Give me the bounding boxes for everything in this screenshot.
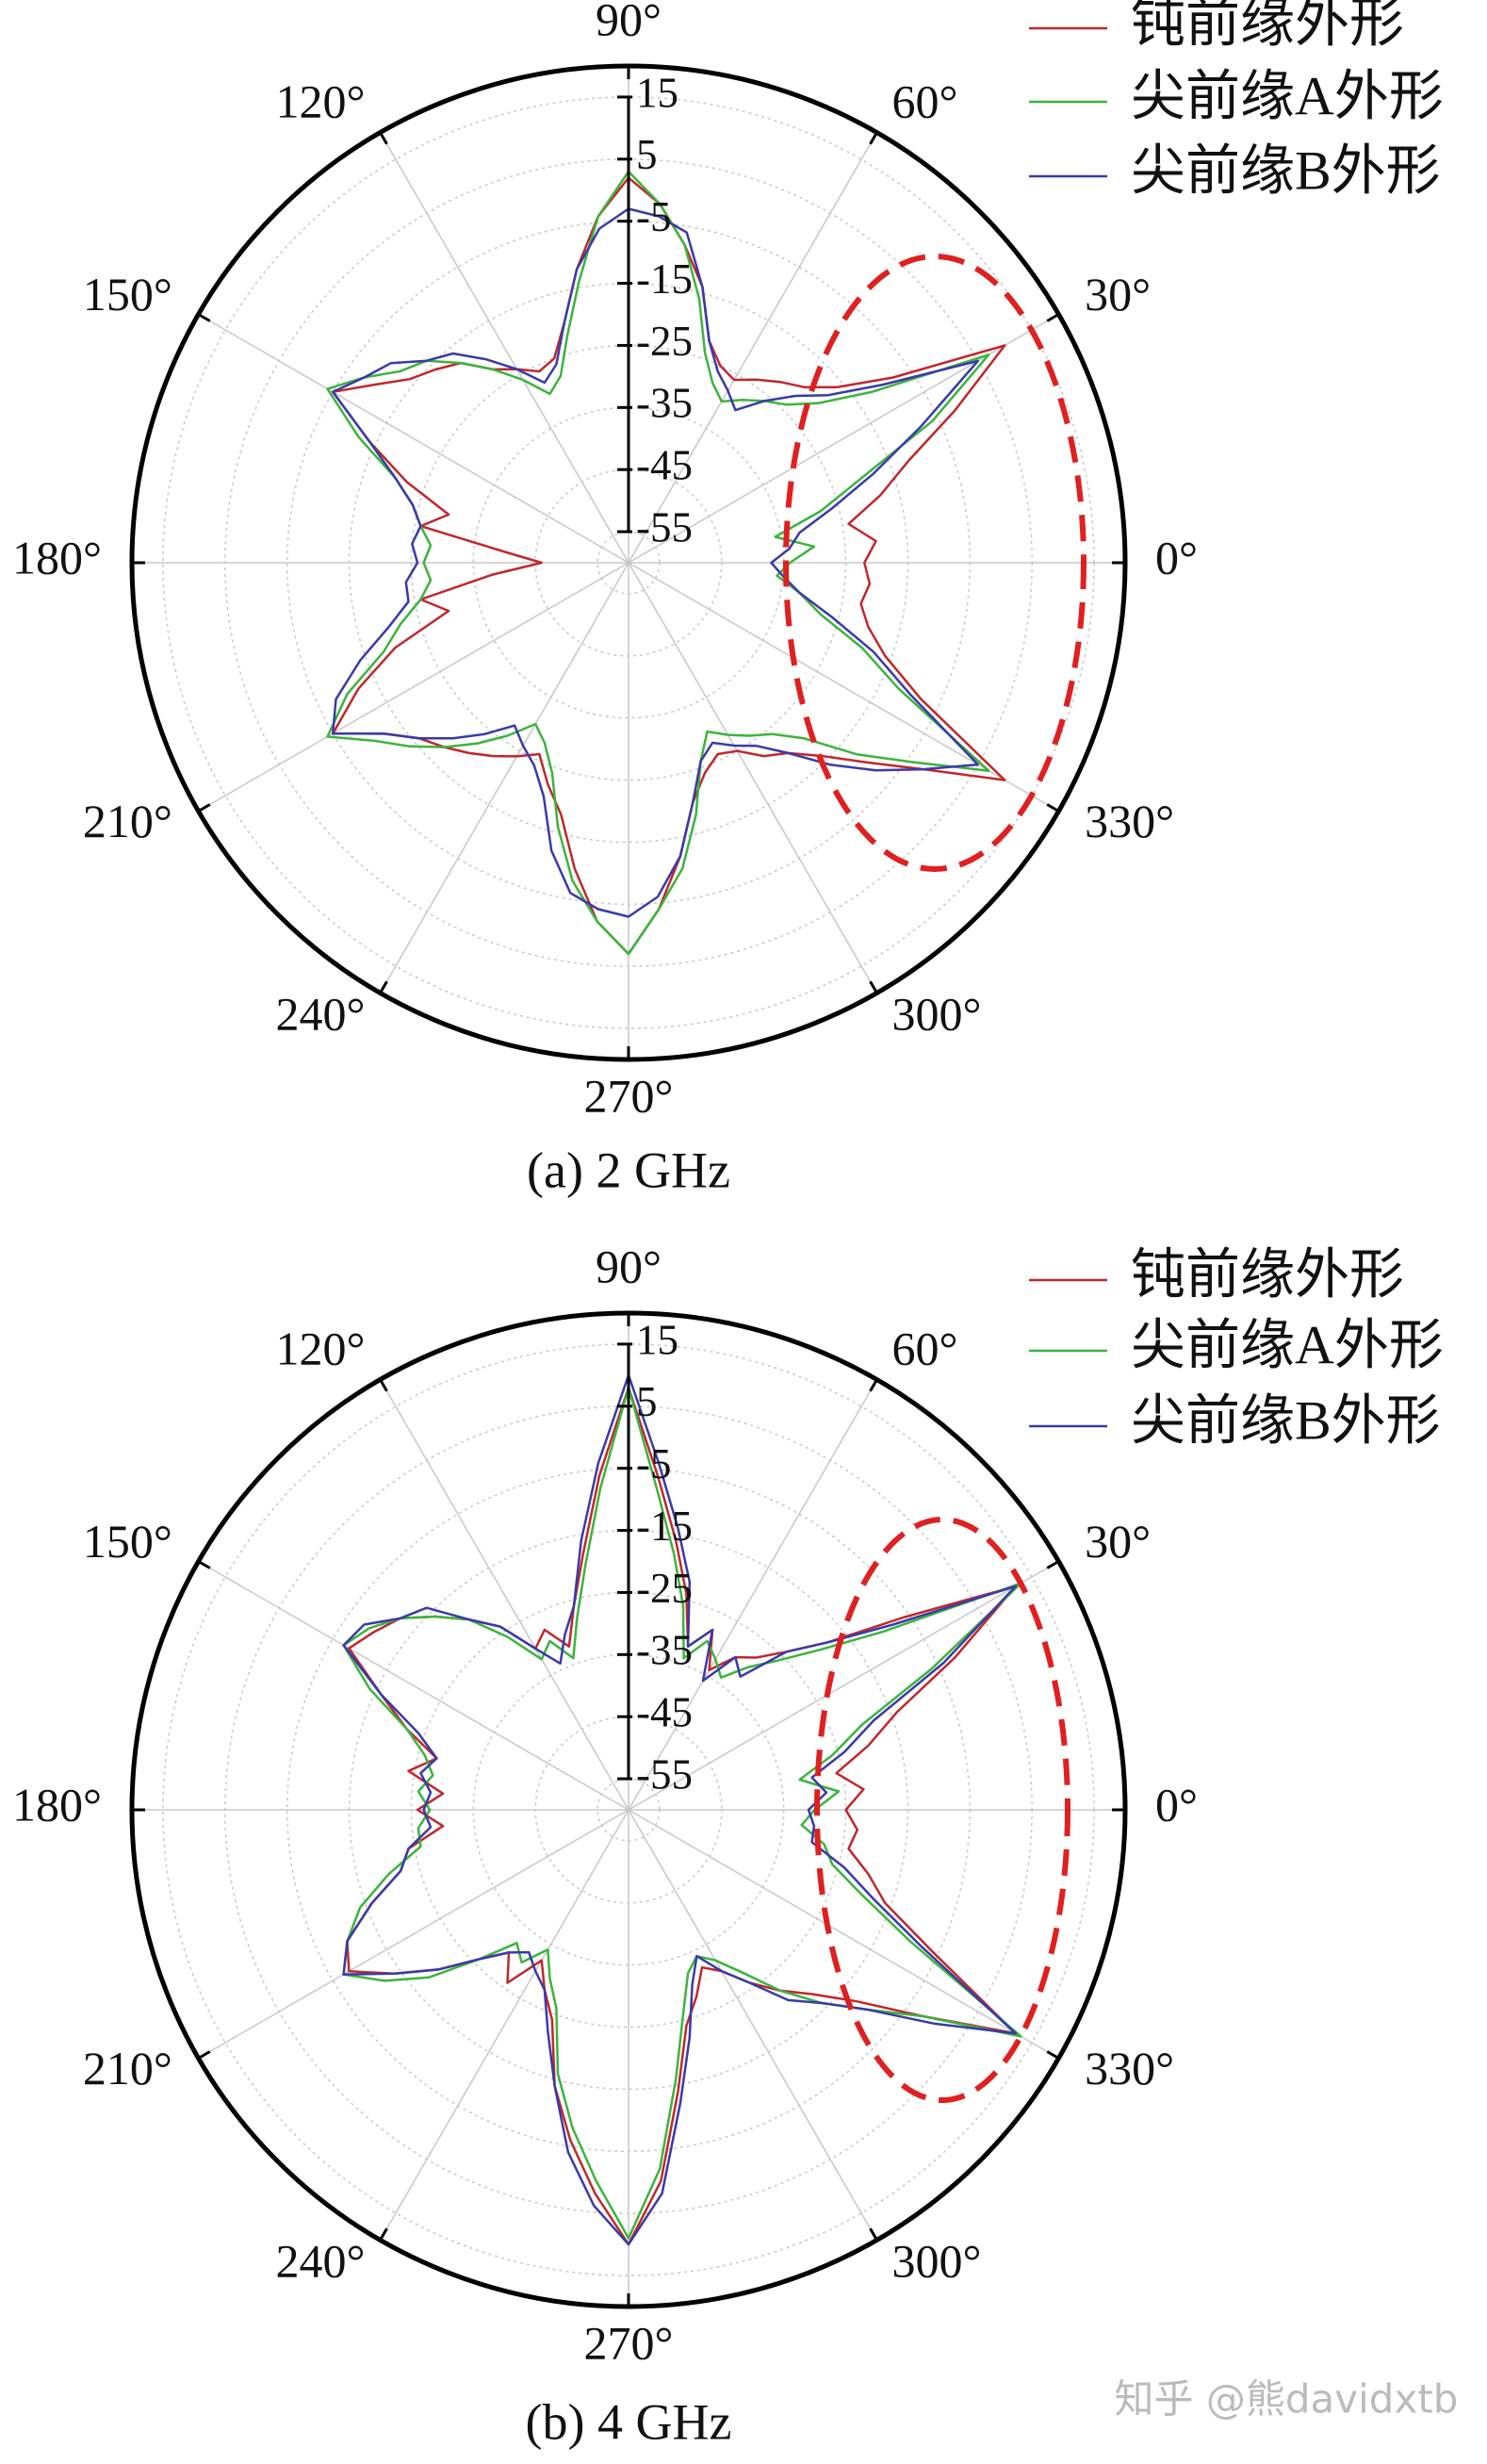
- angle-label: 120°: [276, 74, 366, 127]
- grid-spoke: [198, 313, 629, 564]
- radial-tick-label: -25: [636, 318, 693, 365]
- legend-label: 尖前缘B外形: [1131, 140, 1441, 201]
- radial-tick-label: 15: [636, 1316, 678, 1363]
- radial-tick-label: -35: [636, 1627, 693, 1674]
- radial-tick-label: 15: [636, 69, 678, 116]
- polar-chart: 0° 30° 60° 90° 120° 150° 180° 210° 240° 270° 300° 3…: [12, 0, 1444, 1198]
- angle-label: 30°: [1085, 1515, 1151, 1568]
- grid-spoke: [628, 1809, 878, 2241]
- series-line: [342, 1386, 1022, 2240]
- highlight-ellipse: [814, 1517, 1070, 2103]
- radial-tick-label: -45: [636, 1689, 693, 1736]
- legend-label: 钝前缘外形: [1131, 1243, 1404, 1305]
- angle-label: 300°: [892, 2235, 982, 2288]
- grid-spoke: [379, 1379, 629, 1811]
- grid-spoke: [628, 313, 1059, 564]
- radial-tick-label: -35: [636, 380, 693, 427]
- legend-label: 钝前缘外形: [1131, 0, 1404, 53]
- radial-tick-label: 5: [636, 131, 658, 178]
- radial-tick-label: -55: [636, 1750, 693, 1798]
- angle-label: 90°: [596, 1240, 662, 1292]
- angle-label: 300°: [892, 988, 982, 1041]
- angle-label: 270°: [584, 1069, 674, 1122]
- radial-tick-label: -55: [636, 503, 693, 550]
- watermark: 知乎 @熊davidxtb: [1115, 2376, 1459, 2423]
- angle-label: 240°: [276, 2235, 366, 2288]
- series-line: [331, 207, 980, 918]
- radial-tick-label: -15: [636, 255, 693, 303]
- grid-spoke: [628, 562, 878, 994]
- angle-label: 90°: [596, 0, 662, 45]
- grid-spoke: [628, 132, 878, 564]
- grid-spoke: [198, 1809, 629, 2060]
- angle-label: 270°: [584, 2316, 674, 2369]
- radial-tick-label: -25: [636, 1565, 693, 1612]
- angle-label: 180°: [12, 531, 102, 583]
- grid-spoke: [379, 562, 629, 994]
- series-line: [326, 170, 990, 956]
- angle-label: 330°: [1085, 2042, 1174, 2094]
- angle-label: 0°: [1155, 531, 1198, 583]
- angle-label: 150°: [83, 1515, 172, 1568]
- radial-tick-label: -5: [636, 1440, 672, 1487]
- radial-tick-label: -15: [636, 1503, 693, 1550]
- angle-label: 150°: [83, 268, 172, 320]
- outer-ring: [129, 1310, 1128, 2309]
- series-line: [342, 1373, 1018, 2246]
- angle-label: 210°: [83, 2042, 172, 2094]
- grid-spoke: [628, 562, 1059, 813]
- caption: (a) 2 GHz: [527, 1142, 730, 1198]
- radial-tick-label: -5: [636, 193, 672, 240]
- legend-label: 尖前缘A外形: [1131, 65, 1444, 126]
- highlight-ellipse: [783, 254, 1087, 872]
- grid-spoke: [379, 132, 629, 564]
- grid-spoke: [628, 1379, 878, 1811]
- grid-spoke: [198, 562, 629, 813]
- polar-chart: 0° 30° 60° 90° 120° 150° 180° 210° 240° 270° 300° 3…: [12, 1240, 1444, 2450]
- radial-tick-label: 5: [636, 1378, 658, 1425]
- caption: (b) 4 GHz: [526, 2393, 732, 2450]
- grid-spoke: [379, 1809, 629, 2241]
- angle-label: 120°: [276, 1322, 366, 1374]
- angle-label: 60°: [892, 74, 958, 127]
- outer-ring: [129, 63, 1128, 1062]
- grid-spoke: [198, 1560, 629, 1811]
- angle-label: 60°: [892, 1322, 958, 1374]
- angle-label: 330°: [1085, 795, 1174, 847]
- series-line: [331, 176, 1006, 956]
- angle-label: 0°: [1155, 1778, 1198, 1831]
- angle-label: 240°: [276, 988, 366, 1041]
- angle-label: 210°: [83, 795, 172, 847]
- legend-label: 尖前缘B外形: [1131, 1389, 1441, 1451]
- angle-label: 30°: [1085, 268, 1151, 320]
- legend-label: 尖前缘A外形: [1131, 1314, 1444, 1375]
- radial-tick-label: -45: [636, 442, 693, 489]
- grid-spoke: [628, 1809, 1059, 2060]
- angle-label: 180°: [12, 1778, 102, 1831]
- grid-spoke: [628, 1560, 1059, 1811]
